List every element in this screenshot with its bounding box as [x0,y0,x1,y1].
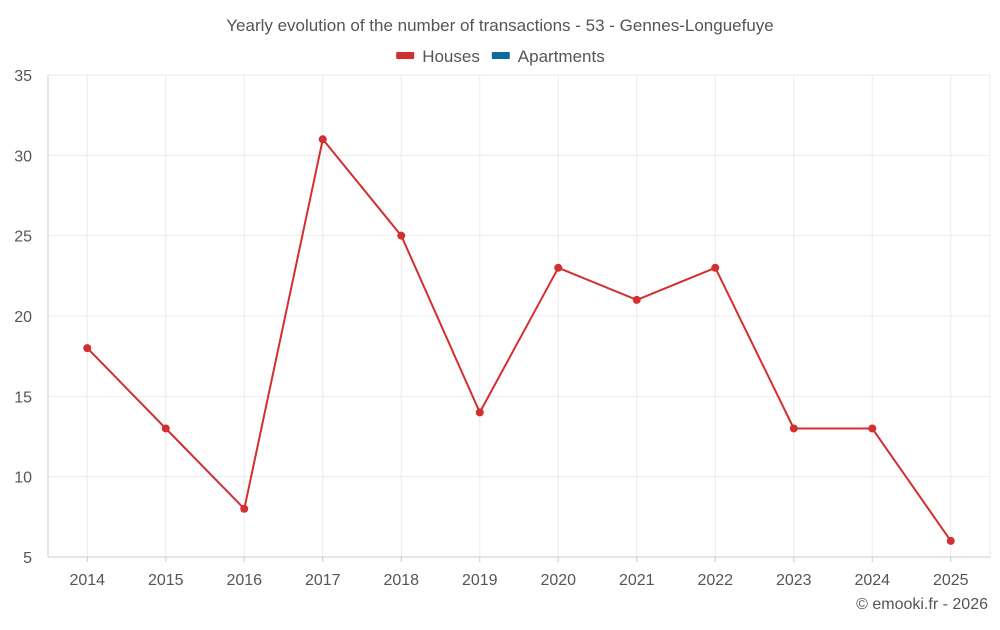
x-tick-label-2020: 2020 [540,572,576,589]
x-tick-label-2015: 2015 [148,572,184,589]
x-tick-label-2014: 2014 [69,572,105,589]
y-tick-label-20: 20 [14,309,32,326]
data-point-houses-2020[interactable] [554,263,563,272]
data-point-houses-2014[interactable] [83,344,92,353]
x-axis-ticks: 2014 2015 2016 2017 2018 2019 2020 2021 2022 2023… [69,557,969,589]
data-point-houses-2023[interactable] [789,424,798,433]
x-tick-label-2018: 2018 [383,572,419,589]
y-tick-label-30: 30 [14,148,32,165]
legend-item-houses[interactable]: Houses [396,47,480,66]
x-tick-label-2021: 2021 [619,572,655,589]
data-point-houses-2016[interactable] [240,504,249,513]
y-tick-label-15: 15 [14,389,32,406]
x-tick-label-2024: 2024 [854,572,890,589]
y-tick-label-35: 35 [14,68,32,85]
chart-title: Yearly evolution of the number of transa… [226,16,774,35]
y-tick-label-25: 25 [14,229,32,246]
legend-swatch-apartments [491,52,510,59]
series-line-houses [86,138,952,542]
x-tick-label-2017: 2017 [305,572,341,589]
x-tick-label-2019: 2019 [462,572,498,589]
x-tick-label-2022: 2022 [697,572,733,589]
legend: Houses Apartments [396,47,605,66]
data-point-houses-2024[interactable] [868,424,877,433]
axes [47,75,990,558]
data-point-houses-2017[interactable] [318,135,327,144]
data-point-houses-2021[interactable] [632,295,641,304]
grid-lines [48,74,991,558]
legend-label-apartments: Apartments [518,47,605,66]
y-axis-ticks: 5 10 15 20 25 30 35 [14,68,32,567]
data-point-houses-2025[interactable] [946,536,955,545]
credit-text: © emooki.fr - 2026 [856,596,988,613]
data-point-houses-2018[interactable] [397,231,406,240]
data-point-houses-2019[interactable] [475,408,484,417]
legend-swatch-houses [396,52,415,59]
x-tick-label-2016: 2016 [226,572,262,589]
x-tick-label-2023: 2023 [776,572,812,589]
y-tick-label-5: 5 [23,550,32,567]
data-point-houses-2022[interactable] [711,263,720,272]
data-point-houses-2015[interactable] [161,424,170,433]
legend-label-houses: Houses [422,47,480,66]
y-tick-label-10: 10 [14,470,32,487]
series-layer [83,135,955,545]
x-tick-label-2025: 2025 [933,572,969,589]
legend-item-apartments[interactable]: Apartments [491,47,605,66]
